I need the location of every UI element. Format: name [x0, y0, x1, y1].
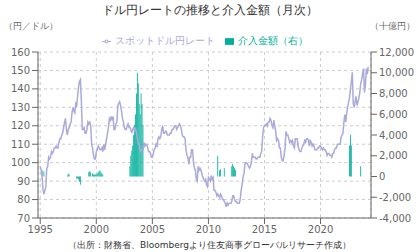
svg-text:2,000: 2,000 [379, 150, 408, 161]
html-text:（十億円）: （十億円） [370, 21, 415, 31]
svg-text:150: 150 [11, 65, 30, 76]
html-text:（円／ドル）: （円／ドル） [4, 21, 58, 31]
svg-text:12,000: 12,000 [379, 47, 414, 58]
svg-text:-2,000: -2,000 [379, 192, 411, 203]
svg-text:2005: 2005 [140, 224, 165, 235]
svg-text:110: 110 [11, 139, 30, 150]
svg-text:-4,000: -4,000 [379, 213, 411, 224]
svg-text:140: 140 [11, 83, 30, 94]
html-text:ドル円レートの推移と介入金額（月次）: ドル円レートの推移と介入金額（月次） [101, 3, 318, 17]
svg-text:4,000: 4,000 [379, 130, 408, 141]
svg-text:70: 70 [17, 213, 30, 224]
svg-text:2020: 2020 [308, 224, 333, 235]
svg-text:80: 80 [17, 194, 30, 205]
svg-text:120: 120 [11, 120, 30, 131]
html-text:介入金額（右）: 介入金額（右） [237, 35, 308, 46]
html-text:（出所：財務省、Bloombergより住友商事グローバルリサ: （出所：財務省、Bloombergより住友商事グローバルリサーチ作成） [68, 240, 351, 250]
svg-text:130: 130 [11, 102, 30, 113]
svg-text:10,000: 10,000 [379, 67, 414, 78]
svg-text:2015: 2015 [252, 224, 277, 235]
svg-text:2010: 2010 [196, 224, 221, 235]
svg-text:2000: 2000 [84, 224, 109, 235]
svg-text:90: 90 [17, 176, 30, 187]
svg-text:100: 100 [11, 157, 30, 168]
html-text:スポットドル円レート: スポットドル円レート [114, 35, 215, 46]
svg-text:8,000: 8,000 [379, 88, 408, 99]
svg-text:1995: 1995 [28, 224, 53, 235]
svg-text:160: 160 [11, 47, 30, 58]
svg-text:6,000: 6,000 [379, 109, 408, 120]
svg-text:0: 0 [379, 171, 385, 182]
